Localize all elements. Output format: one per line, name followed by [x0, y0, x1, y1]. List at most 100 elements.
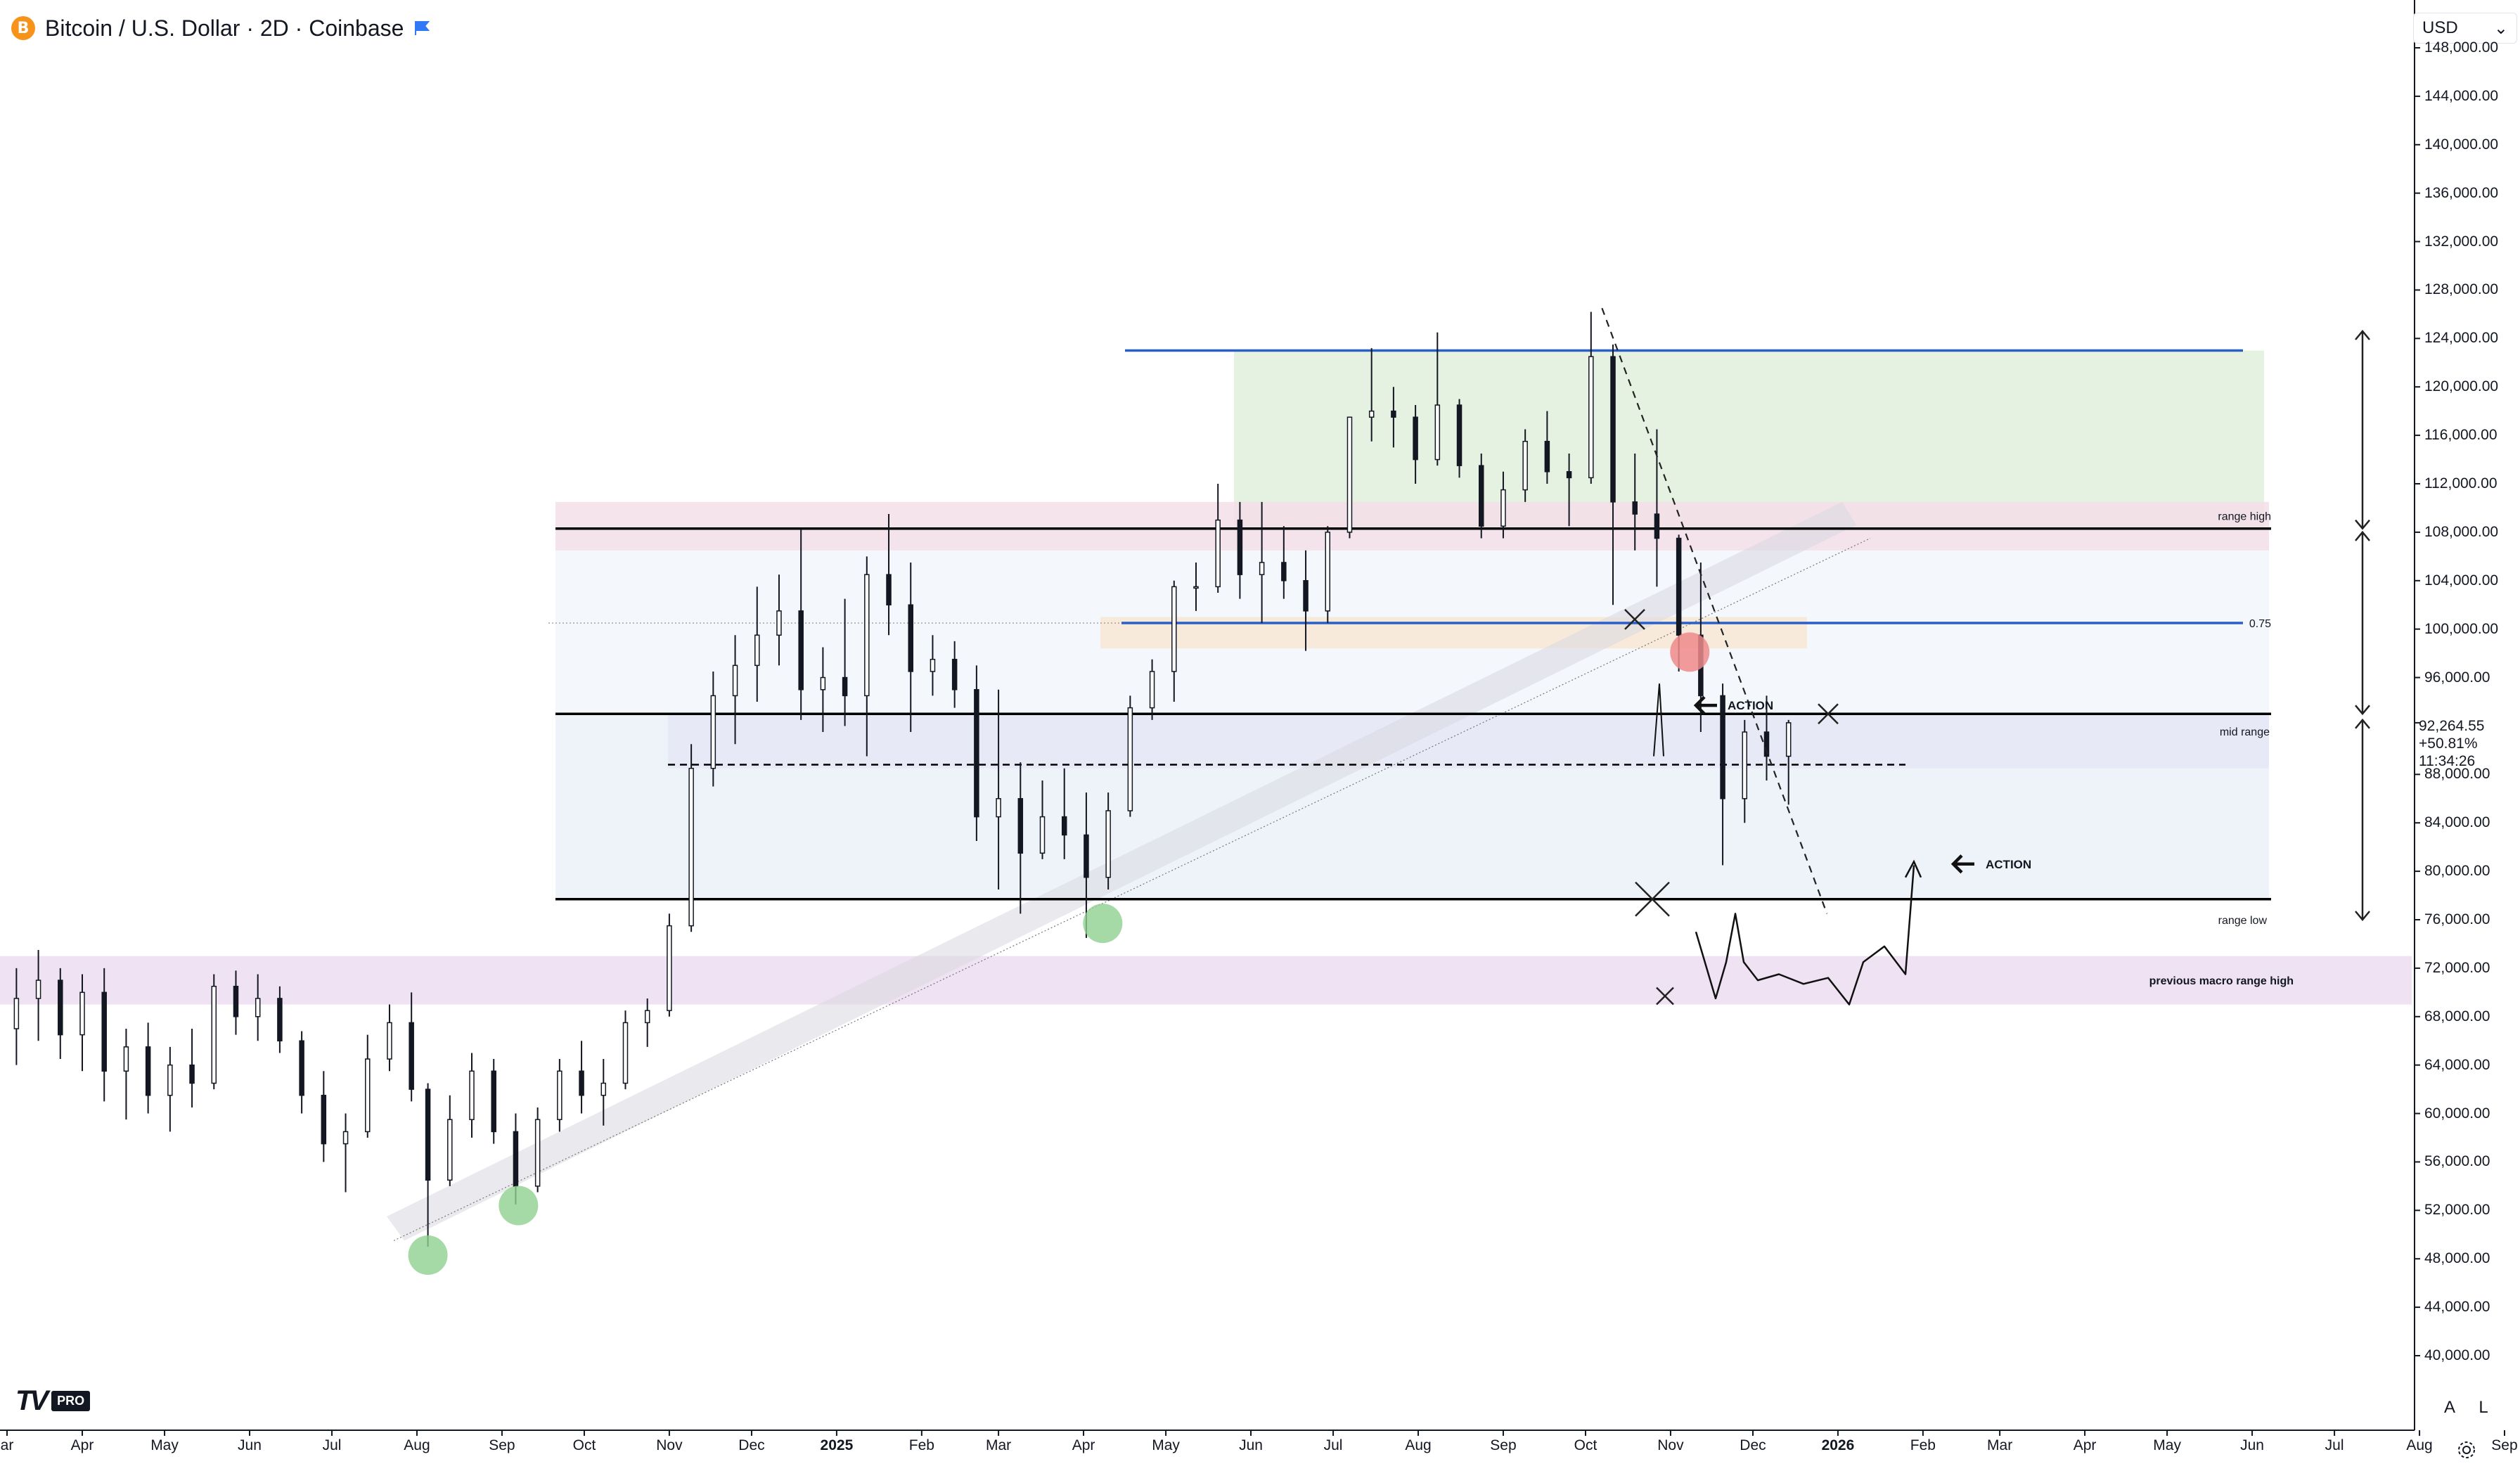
candle-body	[13, 998, 20, 1029]
candle-body	[1127, 707, 1133, 811]
price-axis-label: 64,000.00	[2424, 1056, 2490, 1073]
macro-zone	[0, 956, 2412, 1005]
time-axis-label: Jun	[238, 1437, 262, 1453]
price-axis-label: 108,000.00	[2424, 523, 2499, 540]
green-zone	[1234, 350, 2264, 529]
range-high-band	[555, 501, 2269, 551]
range-high-label: range high	[2218, 511, 2271, 523]
candle-body	[1149, 671, 1155, 709]
time-axis-label: May	[1152, 1437, 1180, 1453]
time-axis-label: Jul	[1323, 1437, 1343, 1453]
projection-path	[1695, 865, 1915, 1006]
price-axis-label: 40,000.00	[2424, 1347, 2490, 1363]
price-axis-label: 48,000.00	[2424, 1250, 2490, 1267]
time-axis-label: Feb	[1910, 1437, 1936, 1453]
time-axis-label: Mar	[985, 1437, 1012, 1453]
candle-body	[425, 1088, 431, 1181]
projection-arrowhead	[1904, 859, 1922, 878]
candle-body	[321, 1094, 327, 1145]
price-axis-label: 120,000.00	[2424, 378, 2499, 395]
tradingview-logo[interactable]: TV PRO	[15, 1385, 91, 1417]
price-axis-label: 112,000.00	[2424, 475, 2498, 492]
price-axis-label: 44,000.00	[2424, 1299, 2490, 1316]
green-circle	[1083, 904, 1123, 944]
time-axis-label: Sep	[1490, 1437, 1517, 1453]
time-axis-label: Oct	[1574, 1437, 1598, 1453]
auto-scale-button[interactable]: A	[2443, 1398, 2455, 1417]
price-axis-label: 96,000.00	[2424, 669, 2490, 686]
price-axis-label: 100,000.00	[2424, 620, 2499, 637]
candle-body	[145, 1046, 151, 1096]
time-axis-label: Mar	[1987, 1437, 2013, 1453]
candle-body	[1413, 416, 1418, 461]
candle-body	[58, 979, 63, 1036]
symbol-header[interactable]: B Bitcoin / U.S. Dollar · 2D · Coinbase	[11, 11, 430, 45]
mid-band	[668, 714, 2269, 769]
candle-body	[1391, 410, 1396, 418]
candle-body	[557, 1070, 562, 1120]
time-axis-label: Sep	[2491, 1437, 2518, 1453]
time-axis-label: Dec	[1740, 1437, 1766, 1453]
price-axis-label: 76,000.00	[2424, 911, 2490, 927]
candle-body	[277, 998, 283, 1041]
candle-body	[1061, 816, 1067, 836]
time-axis-label: Jun	[1239, 1437, 1263, 1453]
candle-body	[409, 1022, 414, 1090]
time-axis-label: May	[150, 1437, 179, 1453]
candle-body	[1434, 404, 1441, 461]
candle-body	[1676, 537, 1682, 636]
trend-band	[387, 501, 1856, 1241]
price-axis-label: 68,000.00	[2424, 1008, 2490, 1024]
candle-body	[35, 979, 41, 999]
candle-body	[1193, 586, 1199, 589]
time-axis-label: Feb	[908, 1437, 934, 1453]
price-axis-label: 144,000.00	[2424, 87, 2499, 104]
price-axis-label: 60,000.00	[2424, 1105, 2490, 1122]
flag-icon[interactable]	[413, 20, 430, 37]
candle-body	[1171, 586, 1177, 672]
zones-layer	[0, 350, 2412, 1241]
candle-body	[908, 604, 913, 672]
candle-body	[1544, 440, 1550, 473]
candle-body	[1039, 816, 1046, 854]
candle-body	[299, 1040, 304, 1096]
candle-body	[1215, 519, 1221, 588]
candle-body	[1478, 465, 1484, 527]
arrow-left-icon	[1950, 854, 1963, 874]
range-low-label: range low	[2218, 915, 2268, 927]
currency-select[interactable]: USD ⌄	[2413, 13, 2517, 44]
x-mark-icon	[1818, 703, 1839, 725]
green-circle	[408, 1235, 448, 1276]
candle-body	[255, 998, 261, 1017]
time-axis-label: Apr	[70, 1437, 94, 1453]
candle-body	[1610, 356, 1616, 503]
time-axis-label: Apr	[2073, 1437, 2097, 1453]
price-change: +50.81%	[2419, 736, 2478, 752]
candle-body	[1785, 722, 1792, 757]
time-axis-label: Jul	[322, 1437, 342, 1453]
candle-body	[951, 658, 958, 690]
candle-body	[387, 1022, 392, 1060]
mid-range-label: mid range	[2220, 726, 2270, 738]
candle-body	[996, 798, 1001, 818]
drawings-layer: range high 0.75 mid range range low previous…	[408, 307, 2370, 1276]
price-axis-label: 132,000.00	[2424, 233, 2499, 250]
last-price: 92,264.55	[2419, 718, 2485, 734]
log-scale-button[interactable]: L	[2479, 1398, 2488, 1417]
pro-badge: PRO	[51, 1391, 91, 1411]
candle-body	[1720, 695, 1725, 799]
candle-body	[233, 985, 239, 1017]
candle-body	[534, 1119, 541, 1187]
candle-body	[1500, 489, 1506, 527]
range-measure-arrow-head	[2355, 718, 2370, 729]
candle-body	[688, 767, 694, 927]
bar-countdown: 11:34:26	[2419, 753, 2476, 769]
candle-body	[930, 658, 936, 672]
price-axis-label: 84,000.00	[2424, 814, 2490, 831]
candle-body	[1566, 471, 1572, 479]
price-axis-label: 56,000.00	[2424, 1153, 2490, 1170]
gear-icon[interactable]	[2454, 1437, 2479, 1463]
axes-layer	[0, 0, 2505, 1436]
time-axis-label: Nov	[1657, 1437, 1684, 1453]
